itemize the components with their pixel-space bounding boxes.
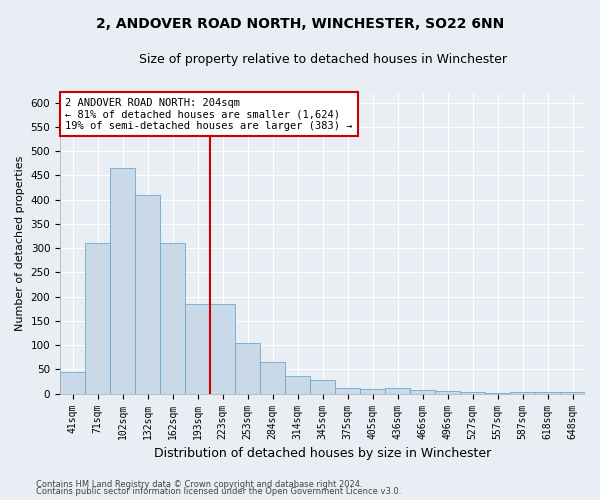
Bar [110, 168, 135, 394]
Bar [285, 376, 310, 394]
Bar [185, 304, 210, 394]
Bar [510, 392, 535, 394]
Bar [360, 389, 385, 394]
Bar [160, 243, 185, 394]
Text: Contains HM Land Registry data © Crown copyright and database right 2024.: Contains HM Land Registry data © Crown c… [36, 480, 362, 489]
Bar [460, 392, 485, 394]
Bar [60, 372, 85, 394]
Title: Size of property relative to detached houses in Winchester: Size of property relative to detached ho… [139, 52, 506, 66]
Y-axis label: Number of detached properties: Number of detached properties [15, 156, 25, 331]
Bar [235, 344, 260, 394]
Bar [260, 362, 285, 394]
Bar [135, 195, 160, 394]
Bar [310, 380, 335, 394]
Text: Contains public sector information licensed under the Open Government Licence v3: Contains public sector information licen… [36, 488, 401, 496]
Bar [535, 392, 560, 394]
X-axis label: Distribution of detached houses by size in Winchester: Distribution of detached houses by size … [154, 447, 491, 460]
Bar [85, 243, 110, 394]
Bar [435, 392, 460, 394]
Bar [385, 388, 410, 394]
Bar [335, 388, 360, 394]
Text: 2, ANDOVER ROAD NORTH, WINCHESTER, SO22 6NN: 2, ANDOVER ROAD NORTH, WINCHESTER, SO22 … [96, 18, 504, 32]
Bar [410, 390, 435, 394]
Bar [210, 304, 235, 394]
Text: 2 ANDOVER ROAD NORTH: 204sqm
← 81% of detached houses are smaller (1,624)
19% of: 2 ANDOVER ROAD NORTH: 204sqm ← 81% of de… [65, 98, 353, 131]
Bar [560, 392, 585, 394]
